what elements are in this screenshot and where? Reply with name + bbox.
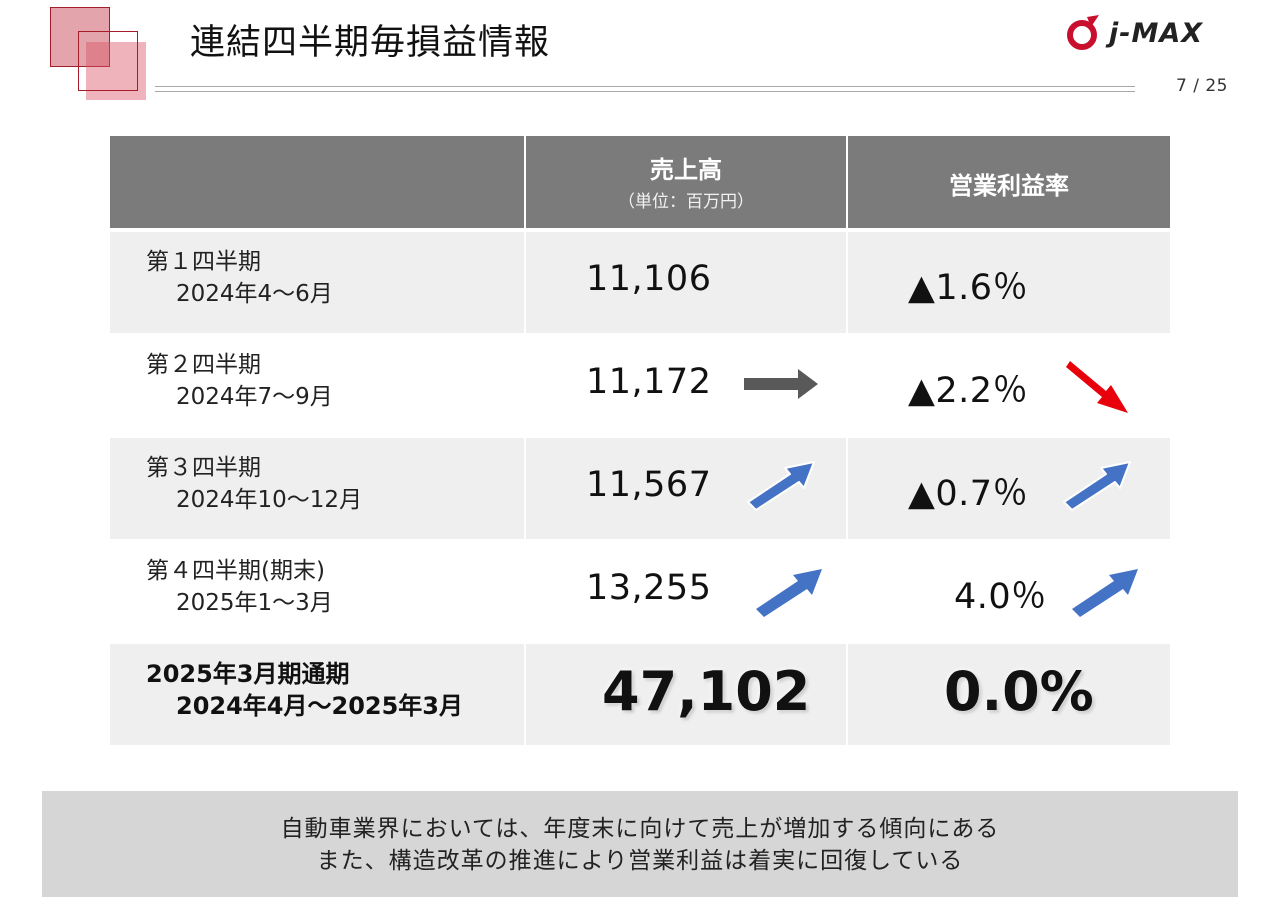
sales-cell: 13,255 [526, 541, 846, 642]
margin-cell: 0.0% [848, 644, 1170, 745]
sales-value: 11,106 [586, 259, 712, 299]
company-logo: j-MAX [1065, 10, 1240, 56]
period-label: 第１四半期 2024年4～6月 [146, 246, 333, 310]
sales-cell: 11,172 [526, 335, 846, 436]
trend-down-arrow-icon [1066, 361, 1128, 413]
table-row: 第３四半期 2024年10～12月 11,567 ▲0.7％ [110, 438, 1170, 539]
sales-column-header: 売上高 [650, 156, 722, 184]
sales-value: 11,567 [586, 465, 712, 505]
period-range: 2024年7～9月 [176, 384, 333, 410]
trend-up-arrow-icon [756, 569, 822, 617]
period-range: 2025年1～3月 [176, 590, 333, 616]
table-row: 第４四半期(期末) 2025年1～3月 13,255 4.0％ [110, 541, 1170, 642]
margin-value: ▲1.6％ [908, 268, 1029, 308]
logo-mark-icon [1067, 15, 1099, 50]
total-margin-value: 0.0% [944, 660, 1094, 723]
summary-line: また、構造改革の推進により営業利益は着実に回復している [316, 848, 964, 874]
sales-cell: 11,106 [526, 232, 846, 333]
page-title: 連結四半期毎損益情報 [190, 23, 551, 63]
header-cell-sales: 売上高 （単位：百万円） [526, 136, 846, 228]
total-sales-value: 47,102 [602, 660, 811, 723]
summary-box: 自動車業界においては、年度末に向けて売上が増加する傾向にある また、構造改革の推… [42, 791, 1238, 897]
margin-column-header: 営業利益率 [949, 172, 1069, 200]
period-label: 第４四半期(期末) 2025年1～3月 [146, 555, 333, 619]
period-cell: 2025年3月期通期 2024年4月～2025年3月 [110, 644, 524, 745]
period-range: 2024年4～6月 [176, 281, 333, 307]
header-cell-blank [110, 136, 524, 228]
margin-value: 4.0％ [954, 577, 1047, 617]
summary-line: 自動車業界においては、年度末に向けて売上が増加する傾向にある [280, 816, 1000, 842]
logo-text: j-MAX [1109, 17, 1204, 49]
trend-up-arrow-icon [1063, 461, 1131, 511]
table-header-row: 売上高 （単位：百万円） 営業利益率 [110, 136, 1170, 228]
period-name: 第１四半期 [146, 249, 261, 275]
period-name: 第３四半期 [146, 455, 261, 481]
period-name: 第２四半期 [146, 352, 261, 378]
trend-up-arrow-icon [1072, 569, 1138, 617]
period-cell: 第４四半期(期末) 2025年1～3月 [110, 541, 524, 642]
table-total-row: 2025年3月期通期 2024年4月～2025年3月 47,102 0.0% [110, 644, 1170, 745]
page-number: 7 / 25 [1176, 76, 1228, 96]
margin-cell: 4.0％ [848, 541, 1170, 642]
trend-up-arrow-icon [747, 461, 815, 511]
header-decor-square [50, 7, 110, 67]
trend-flat-arrow-icon [744, 369, 818, 399]
title-divider [155, 86, 1135, 92]
margin-cell: ▲1.6％ [848, 232, 1170, 333]
table-row: 第２四半期 2024年7～9月 11,172 ▲2.2％ [110, 335, 1170, 436]
period-cell: 第２四半期 2024年7～9月 [110, 335, 524, 436]
sales-value: 13,255 [586, 568, 712, 608]
period-cell: 第３四半期 2024年10～12月 [110, 438, 524, 539]
sales-unit-label: （単位：百万円） [618, 192, 754, 212]
table-row: 第１四半期 2024年4～6月 11,106 ▲1.6％ [110, 232, 1170, 333]
period-cell: 第１四半期 2024年4～6月 [110, 232, 524, 333]
total-period-name: 2025年3月期通期 [146, 660, 350, 688]
period-label: 2025年3月期通期 2024年4月～2025年3月 [146, 658, 463, 722]
margin-value: ▲0.7％ [908, 474, 1029, 514]
sales-cell: 11,567 [526, 438, 846, 539]
period-name: 第４四半期(期末) [146, 558, 325, 584]
period-label: 第２四半期 2024年7～9月 [146, 349, 333, 413]
sales-value: 11,172 [586, 362, 712, 402]
margin-cell: ▲0.7％ [848, 438, 1170, 539]
period-range: 2024年10～12月 [176, 487, 363, 513]
margin-value: ▲2.2％ [908, 371, 1029, 411]
sales-cell: 47,102 [526, 644, 846, 745]
period-label: 第３四半期 2024年10～12月 [146, 452, 362, 516]
header-cell-margin: 営業利益率 [848, 136, 1170, 228]
header-decor-square [78, 31, 138, 91]
margin-cell: ▲2.2％ [848, 335, 1170, 436]
total-period-range: 2024年4月～2025年3月 [176, 692, 463, 720]
